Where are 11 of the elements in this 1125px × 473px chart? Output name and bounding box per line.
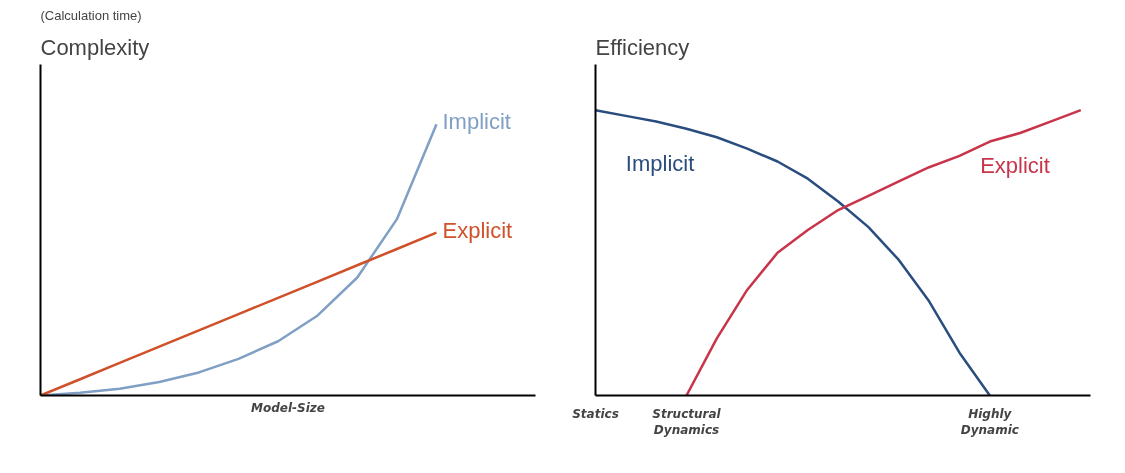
x-tick-label: Statics — [572, 406, 619, 421]
series-label: Explicit — [442, 217, 513, 243]
x-tick-label: Highly Dynamic — [960, 406, 1019, 438]
x-tick-label: Structural Dynamics — [652, 406, 722, 438]
series-label: Implicit — [625, 150, 695, 176]
y-axis-title: Complexity — [40, 34, 150, 60]
series-label: Implicit — [442, 109, 511, 135]
text: (Calculation time) — [40, 7, 142, 23]
x-axis-title: Model-Size — [251, 400, 325, 415]
y-axis-title: Efficiency — [595, 34, 690, 60]
series-label: Explicit — [980, 152, 1050, 178]
